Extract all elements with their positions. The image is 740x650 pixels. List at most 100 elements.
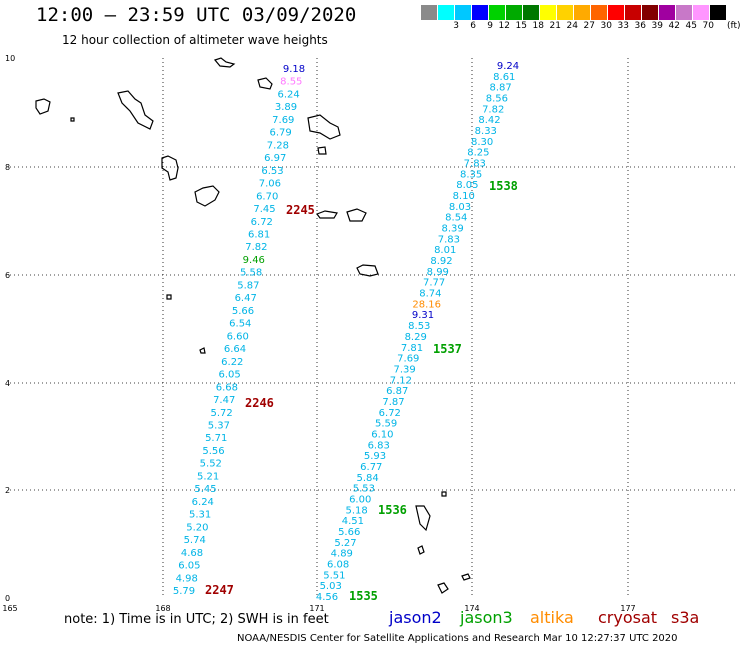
legend-swatch: 3 [438, 5, 459, 31]
wave-height-reading: 5.66 [232, 306, 254, 317]
wave-height-reading: 6.24 [192, 497, 214, 508]
pass-time-label: 1538 [489, 179, 518, 193]
wave-height-reading: 5.87 [237, 280, 259, 291]
wave-height-reading: 7.69 [272, 115, 294, 126]
lat-tick-label: 2 [5, 486, 10, 495]
wave-height-reading: 6.10 [371, 429, 393, 440]
wave-height-reading: 7.28 [267, 140, 289, 151]
wave-height-reading: 6.79 [269, 128, 291, 139]
island [316, 210, 338, 219]
wave-height-reading: 3.89 [275, 102, 297, 113]
island [437, 582, 449, 594]
legend-label: 15 [515, 21, 527, 31]
wave-height-reading: 5.79 [173, 586, 195, 597]
wave-height-reading: 8.74 [419, 289, 441, 300]
wave-height-reading: 6.60 [227, 331, 249, 342]
wave-height-reading: 4.89 [331, 549, 353, 560]
wave-height-reading: 8.39 [441, 224, 463, 235]
wave-height-reading: 6.22 [221, 357, 243, 368]
legend-swatch: 18 [523, 5, 544, 31]
wave-height-reading: 6.24 [277, 90, 299, 101]
pass-time-labels: 2245 2246 2247 1538 1537 1536 1535 [205, 179, 518, 603]
legend-swatch: 36 [625, 5, 646, 31]
island [441, 491, 447, 497]
wave-height-reading: 6.05 [178, 561, 200, 572]
wave-height-reading: 5.51 [323, 570, 345, 581]
satellite-name-jason3: jason3 [460, 608, 513, 627]
pass-time-label: 1536 [378, 503, 407, 517]
legend-swatch: 30 [591, 5, 612, 31]
legend-swatch: 39 [642, 5, 663, 31]
wave-height-reading: 7.39 [393, 364, 415, 375]
units-note: note: 1) Time is in UTC; 2) SWH is in fe… [64, 612, 329, 627]
pass-time-label: 1535 [349, 589, 378, 603]
legend-swatch: 42 [659, 5, 680, 31]
island [417, 545, 425, 555]
wave-height-reading: 7.83 [464, 159, 486, 170]
wave-height-reading: 5.74 [184, 535, 206, 546]
wave-height-reading: 7.87 [382, 397, 404, 408]
wave-height-reading: 6.72 [379, 408, 401, 419]
wave-height-reading: 6.87 [386, 386, 408, 397]
wave-height-reading: 6.77 [360, 462, 382, 473]
wave-height-reading: 8.53 [408, 321, 430, 332]
island [35, 98, 51, 115]
island [356, 264, 379, 277]
wave-height-reading: 6.08 [327, 560, 349, 571]
legend-label: 70 [702, 21, 714, 31]
wave-height-reading: 8.92 [430, 256, 452, 267]
lon-tick-label: 177 [620, 604, 635, 613]
legend-swatch: 45 [676, 5, 697, 31]
wave-height-reading: 5.52 [200, 459, 222, 470]
wave-height-reading: 4.68 [181, 548, 203, 559]
legend-swatch: 9 [472, 5, 493, 31]
legend-label: 39 [651, 21, 663, 31]
wave-height-reading: 5.56 [202, 446, 224, 457]
legend-label: 42 [668, 21, 680, 31]
legend-label: 45 [685, 21, 697, 31]
legend-swatch [421, 5, 438, 20]
wave-height-reading: 6.54 [229, 319, 251, 330]
wave-height-reading: 6.68 [216, 382, 238, 393]
satellite-name-jason2: jason2 [389, 608, 442, 627]
wave-height-reading: 8.10 [453, 191, 475, 202]
altimeter-tracks: 9.188.556.243.897.696.797.286.976.537.06… [173, 61, 519, 603]
legend-swatch: 70 [693, 5, 714, 31]
lon-tick-label: 174 [464, 604, 479, 613]
wave-height-reading: 8.25 [467, 148, 489, 159]
wave-height-reading: 28.16 [412, 299, 441, 310]
pass-time-label: 1537 [433, 342, 462, 356]
satellite-name-altika: altika [530, 608, 574, 627]
wave-height-reading: 5.58 [240, 268, 262, 279]
wave-height-reading: 8.56 [486, 94, 508, 105]
pass-time-label: 2247 [205, 583, 234, 597]
lon-tick-label: 171 [309, 604, 324, 613]
wave-height-reading: 8.54 [445, 213, 467, 224]
legend-label: 6 [470, 21, 476, 31]
pass-time-label: 2245 [286, 203, 315, 217]
wave-height-reading: 5.18 [345, 505, 367, 516]
wave-height-reading: 8.61 [493, 72, 515, 83]
legend-label: 24 [566, 21, 578, 31]
wave-height-reading: 9.24 [497, 61, 519, 72]
color-legend: 3 6 9 12 15 18 21 24 27 30 33 36 39 42 45 70 [421, 5, 727, 31]
wave-height-reading: 7.82 [245, 242, 267, 253]
wave-height-reading: 6.97 [264, 153, 286, 164]
wave-height-reading: 5.27 [334, 538, 356, 549]
wave-height-reading: 8.30 [471, 137, 493, 148]
page-subtitle: 12 hour collection of altimeter wave hei… [62, 33, 328, 47]
lon-tick-label: 165 [2, 604, 17, 613]
satellite-name-s3a: s3a [671, 608, 700, 627]
legend-swatch: 27 [574, 5, 595, 31]
island [117, 90, 154, 130]
lat-tick-label: 6 [5, 271, 10, 280]
island [257, 77, 273, 90]
island [70, 117, 75, 122]
wave-height-reading: 7.12 [390, 375, 412, 386]
map-grid: 165 168 171 174 177 0 2 4 6 8 10 [2, 54, 736, 613]
satellite-name-cryosat: cryosat [598, 608, 658, 627]
wave-height-reading: 8.33 [475, 126, 497, 137]
island [194, 185, 220, 207]
wave-height-reading: 6.64 [224, 344, 246, 355]
wave-height-reading: 8.01 [434, 245, 456, 256]
